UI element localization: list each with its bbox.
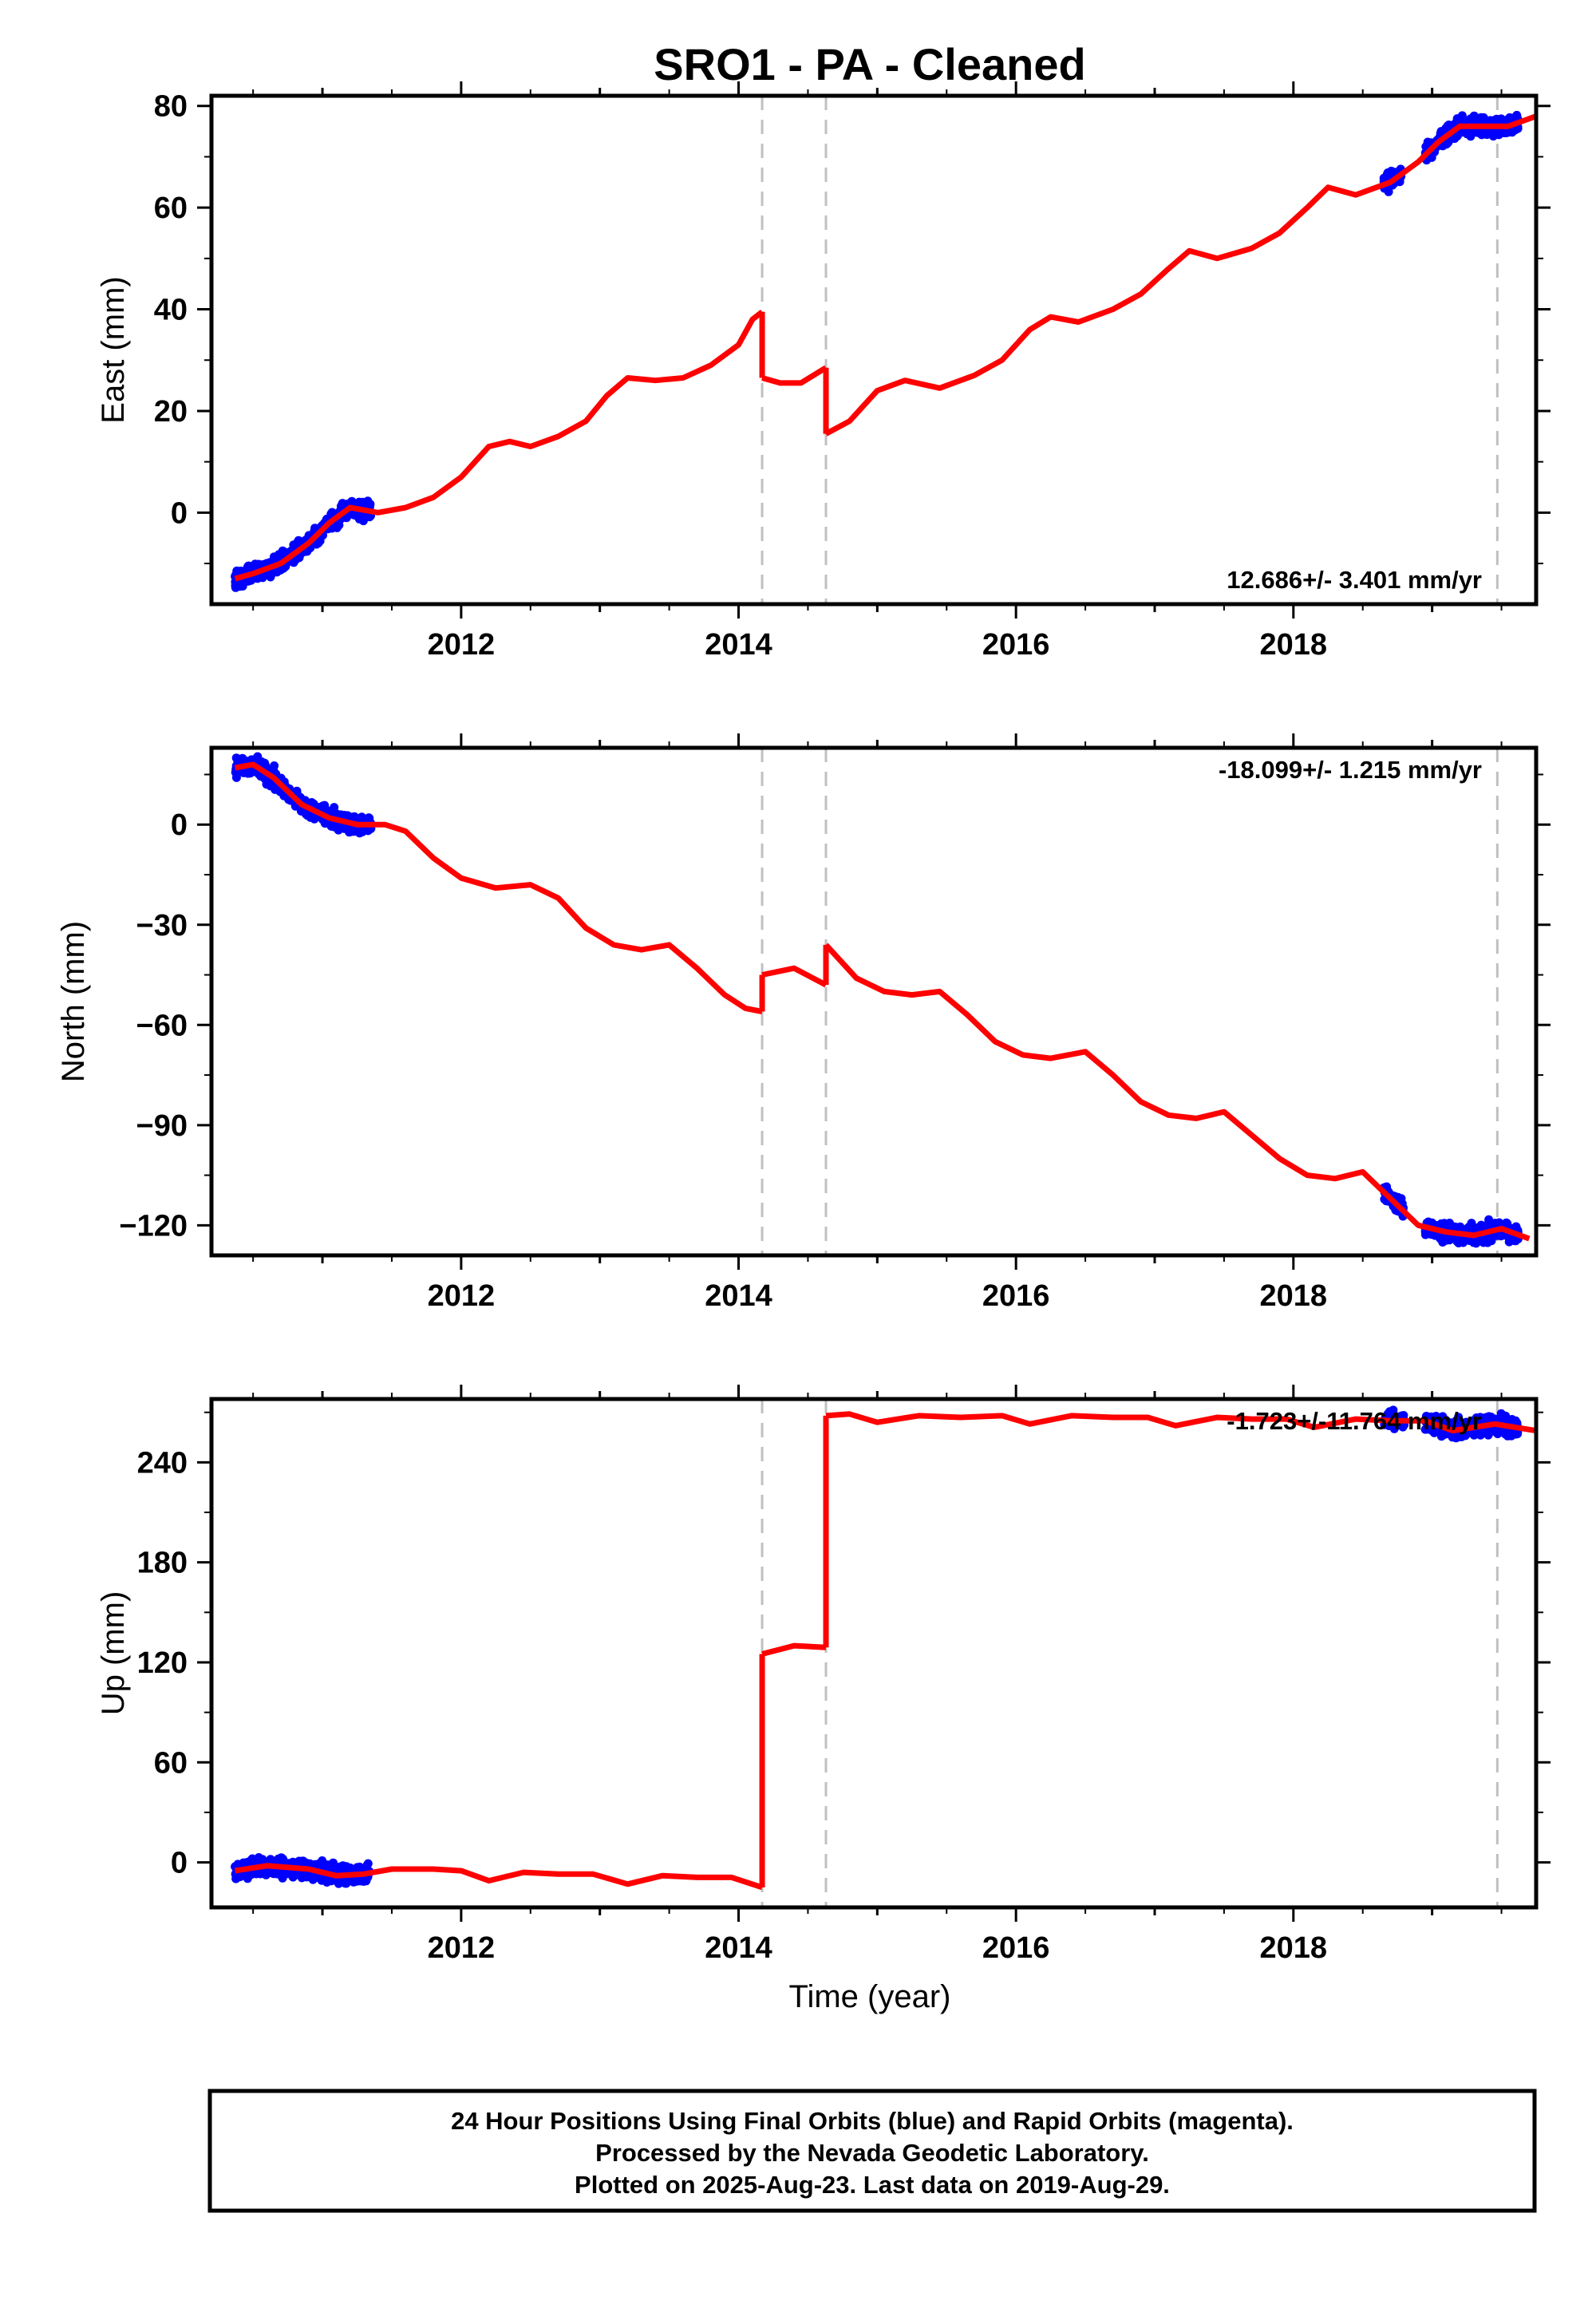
model-line [234, 309, 764, 582]
y-tick-label: 0 [171, 1847, 188, 1880]
rate-label: 12.686+/- 3.401 mm/yr [1227, 566, 1482, 594]
plot-area [231, 96, 1536, 604]
footer-box: 24 Hour Positions Using Final Orbits (bl… [207, 2089, 1537, 2213]
data-point [338, 499, 347, 508]
model-line [824, 943, 1531, 1242]
y-tick-label: 60 [154, 192, 188, 225]
data-point [1436, 1432, 1446, 1441]
panel-3: 2012 2014 2016 2018 0 60 120 180 240 Up (mm) -1.72… [96, 1385, 1551, 1965]
panel-2: 2012 2014 2016 2018 0 −30 −60 −90 −120 North (mm)… [56, 733, 1551, 1313]
panel-1: 2012 2014 2016 2018 0 20 40 60 80 East (mm) 12.686… [96, 81, 1551, 662]
model-line [824, 113, 1536, 437]
data-point [1508, 113, 1518, 123]
plot-area [231, 748, 1531, 1255]
y-tick-label: 0 [171, 808, 188, 842]
x-tick-label: 2014 [705, 628, 772, 662]
data-point [244, 561, 254, 571]
data-point [302, 811, 312, 820]
x-tick-label: 2014 [705, 1931, 772, 1965]
data-point [320, 800, 330, 810]
data-point [264, 569, 274, 579]
x-tick-label: 2012 [428, 1279, 496, 1313]
footer-line-1: 24 Hour Positions Using Final Orbits (bl… [451, 2107, 1294, 2135]
y-tick-label: 240 [137, 1446, 188, 1480]
y-axis-label: North (mm) [56, 921, 91, 1082]
model-line [761, 1642, 827, 1657]
x-tick-label: 2018 [1260, 628, 1328, 662]
y-tick-label: 60 [154, 1746, 188, 1780]
x-tick-label: 2014 [705, 1279, 772, 1313]
data-point [1483, 117, 1492, 126]
rate-label: -18.099+/- 1.215 mm/yr [1219, 756, 1482, 784]
x-axis-label: Time (year) [789, 1979, 951, 2014]
data-point [231, 773, 241, 782]
y-axis-label: Up (mm) [96, 1591, 131, 1716]
data-point [1501, 1413, 1511, 1422]
y-tick-label: 80 [154, 90, 188, 124]
y-tick-label: 180 [137, 1547, 188, 1580]
data-point [1491, 114, 1501, 124]
x-tick-label: 2016 [982, 1931, 1050, 1965]
panel-frame [209, 1397, 1539, 1910]
y-axis-label: East (mm) [96, 276, 131, 423]
data-point [1511, 1416, 1520, 1425]
data-point [347, 825, 357, 835]
panels: 2012 2014 2016 2018 0 20 40 60 80 East (mm) 12.686… [56, 81, 1551, 1965]
x-tick-label: 2016 [982, 628, 1050, 662]
data-point [330, 803, 339, 812]
model-line [761, 965, 828, 988]
y-tick-label: −90 [136, 1109, 188, 1143]
panel-frame [209, 93, 1539, 607]
y-tick-label: 40 [154, 294, 188, 327]
data-point [362, 1861, 372, 1870]
x-tick-label: 2018 [1260, 1931, 1328, 1965]
x-tick-label: 2012 [428, 1931, 496, 1965]
model-line [234, 1863, 764, 1891]
data-point [1483, 1238, 1492, 1247]
model-line [234, 761, 763, 1015]
model-line [825, 1411, 1536, 1434]
x-tick-label: 2016 [982, 1279, 1050, 1313]
data-point [1510, 1235, 1519, 1244]
data-point [1500, 1429, 1510, 1439]
y-tick-label: 120 [137, 1646, 188, 1680]
data-point [1483, 1430, 1493, 1440]
x-tick-label: 2012 [428, 628, 496, 662]
data-point [1452, 1223, 1462, 1232]
model-line [761, 365, 828, 386]
y-tick-label: −30 [136, 909, 188, 943]
plot-area [231, 1399, 1536, 1907]
figure-title: SRO1 - PA - Cleaned [654, 39, 1085, 89]
data-point [1513, 1429, 1523, 1439]
y-tick-label: 20 [154, 395, 188, 429]
rate-label: -1.723+/-11.764 mm/yr [1227, 1407, 1482, 1435]
data-point [257, 1856, 267, 1864]
footer-line-3: Plotted on 2025-Aug-23. Last data on 201… [575, 2171, 1170, 2199]
data-point [275, 565, 284, 575]
y-tick-label: −120 [119, 1209, 188, 1243]
x-tick-label: 2018 [1260, 1279, 1328, 1313]
y-tick-label: 0 [171, 496, 188, 530]
data-point [239, 578, 248, 587]
data-point [243, 1874, 252, 1883]
panel-frame [209, 745, 1539, 1258]
data-point [231, 583, 240, 592]
y-tick-label: −60 [136, 1009, 188, 1042]
footer-line-2: Processed by the Nevada Geodetic Laborat… [595, 2139, 1149, 2167]
